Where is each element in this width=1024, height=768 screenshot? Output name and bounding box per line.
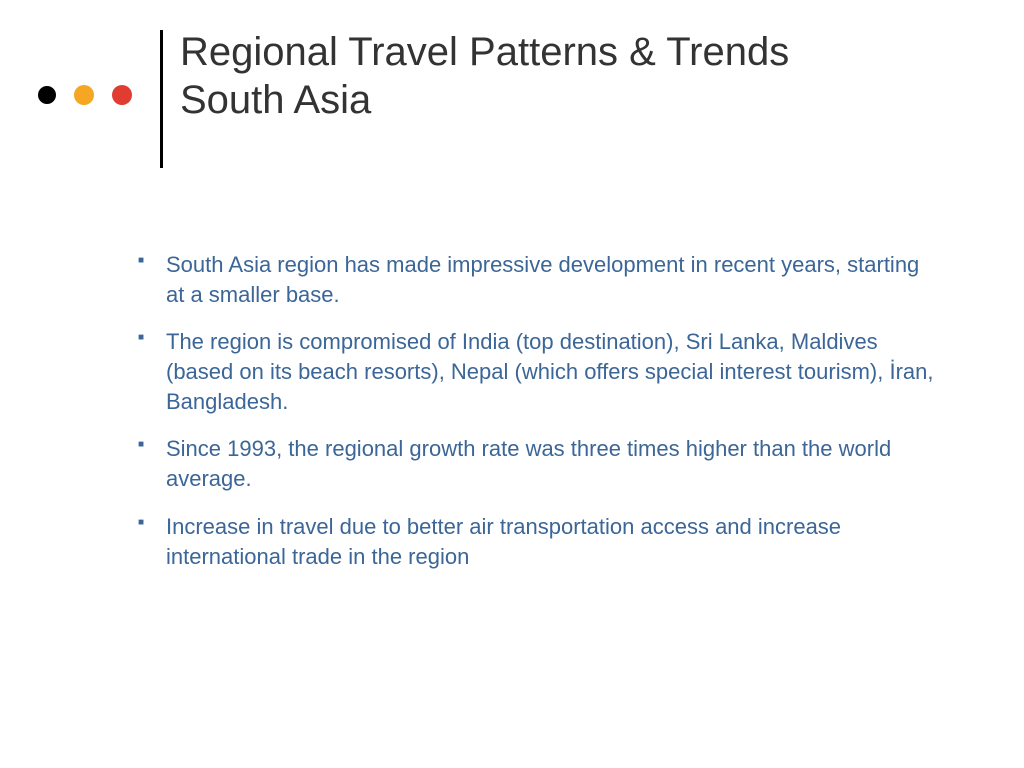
- title-line-2: South Asia: [180, 78, 371, 122]
- dot-1: [38, 86, 56, 104]
- bullet-list: South Asia region has made impressive de…: [138, 250, 934, 571]
- slide-title: Regional Travel Patterns & Trends South …: [180, 28, 964, 124]
- slide: Regional Travel Patterns & Trends South …: [0, 0, 1024, 768]
- dot-3: [112, 85, 132, 105]
- bullet-item: The region is compromised of India (top …: [138, 327, 934, 416]
- bullet-item: Since 1993, the regional growth rate was…: [138, 434, 934, 493]
- bullet-item: Increase in travel due to better air tra…: [138, 512, 934, 571]
- dot-2: [74, 85, 94, 105]
- title-line-1: Regional Travel Patterns & Trends: [180, 30, 789, 74]
- decor-dots: [38, 85, 132, 105]
- bullet-item: South Asia region has made impressive de…: [138, 250, 934, 309]
- vertical-divider: [160, 30, 163, 168]
- slide-body: South Asia region has made impressive de…: [138, 250, 934, 589]
